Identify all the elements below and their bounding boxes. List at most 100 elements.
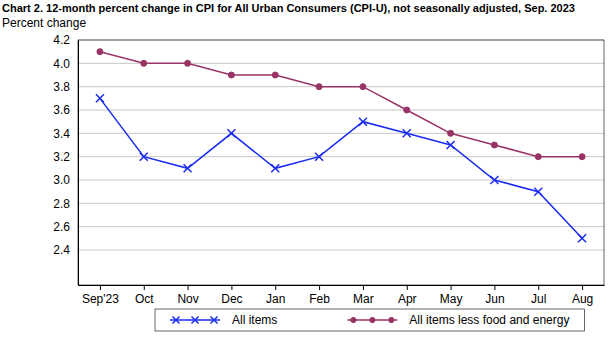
legend-entry: All items [170,313,277,327]
legend-label: All items [232,313,277,327]
series [96,94,586,242]
series [97,49,585,160]
x-tick: Jul [531,285,546,306]
y-tick-label: 3.8 [53,80,70,94]
y-tick-label: 2.8 [53,197,70,211]
y-tick: 3.6 [53,103,78,117]
legend-swatch-marker [211,317,218,324]
title: Chart 2. 12-month percent change in CPI … [2,2,575,14]
data-point [579,154,585,160]
data-point [404,107,410,113]
legend-box [155,309,584,331]
y-axis-title: Percent change [2,16,86,30]
x-tick: Oct [135,285,154,306]
legend-label: All items less food and energy [409,313,569,327]
data-point [534,188,542,196]
legend-entry: All items less food and energy [347,313,569,327]
x-tick: Aug [572,285,593,306]
data-point [184,164,192,172]
x-tick: Dec [221,285,242,306]
y-tick-label: 4.2 [53,33,70,47]
x-tick-label: Oct [135,292,154,306]
x-tick: Nov [177,285,198,306]
chart: Chart 2. 12-month percent change in CPI … [0,0,615,357]
grid [78,40,604,250]
data-point [316,84,322,90]
data-point [491,142,497,148]
data-point [447,141,455,149]
data-point [97,49,103,55]
x-tick-label: Jun [485,292,504,306]
y-tick-label: 2.4 [53,243,70,257]
legend-swatch-marker [351,317,356,322]
x-tick: Feb [309,285,330,306]
x-tick: Apr [398,285,417,306]
y-tick: 3.8 [53,80,78,94]
grid-line [78,203,604,204]
x-tick-mark [582,285,583,290]
x-tick: Jun [485,285,504,306]
plot-frame [78,40,604,285]
y-tick: 3.2 [53,150,78,164]
legend: All items All items less food and energy [155,309,584,331]
data-point [578,234,586,242]
x-tick-label: Nov [177,292,198,306]
x-tick-label: Feb [309,292,330,306]
x-tick: Jan [266,285,285,306]
y-tick: 3.4 [53,127,78,141]
x-tick-mark [407,285,408,290]
legend-swatch-marker [173,317,180,324]
y-tick-label: 3.0 [53,173,70,187]
legend-swatch-marker [370,317,375,322]
series-line [100,52,582,157]
x-tick: Mar [353,285,374,306]
data-point [185,60,191,66]
x-tick-mark [319,285,320,290]
data-point [228,72,234,78]
x-tick-mark [188,285,189,290]
x-tick-mark [451,285,452,290]
data-point [535,154,541,160]
x-axis: Sep'23 Oct Nov Dec Jan Feb Mar Apr May Jun Jul Aug [79,285,605,306]
x-tick-mark [275,285,276,290]
x-tick-label: Sep'23 [82,292,119,306]
y-tick-label: 3.6 [53,103,70,117]
y-tick-label: 3.2 [53,150,70,164]
x-tick-label: Jan [266,292,285,306]
y-tick: 4.2 [53,33,78,47]
y-tick: 2.8 [53,197,78,211]
data-point [403,129,411,137]
x-tick-label: Dec [221,292,242,306]
data-point [271,164,279,172]
y-tick: 4.0 [53,57,78,71]
data-point [141,60,147,66]
data-point [272,72,278,78]
grid-line [78,156,604,157]
grid-line [78,180,604,181]
x-tick-label: Mar [353,292,374,306]
data-point [315,153,323,161]
series-line [100,98,582,238]
grid-line [78,226,604,227]
data-point [227,129,235,137]
x-tick: May [440,285,463,306]
y-tick: 2.6 [53,220,78,234]
data-point [490,176,498,184]
legend-swatch-marker [192,317,199,324]
x-tick: Sep'23 [82,285,119,306]
x-tick-label: Aug [572,292,593,306]
grid-line [78,250,604,251]
grid-line [78,110,604,111]
y-tick: 3.0 [53,173,78,187]
data-point [140,153,148,161]
y-tick-label: 3.4 [53,127,70,141]
x-tick-mark [144,285,145,290]
x-tick-mark [538,285,539,290]
data-point [96,94,104,102]
plot-area [96,49,586,243]
x-tick-mark [494,285,495,290]
x-tick-mark [231,285,232,290]
x-tick-mark [100,285,101,290]
y-tick-label: 2.6 [53,220,70,234]
x-tick-label: May [440,292,463,306]
